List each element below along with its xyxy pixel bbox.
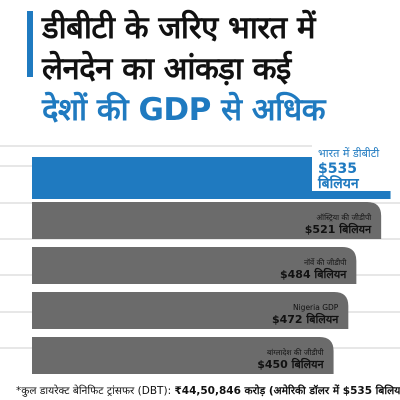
headline: डीबीटी के जरिए भारत में लेनदेन का आंकड़ा… — [0, 0, 400, 135]
bar-category-label: नॉर्वे की जीडीपी — [304, 258, 347, 267]
bar-3 — [32, 247, 357, 284]
chart-bars — [32, 145, 400, 374]
headline-line-1: डीबीटी के जरिए भारत में — [42, 10, 316, 46]
headline-accent-bar — [27, 11, 33, 77]
bar-category-label: ऑस्ट्रिया की जीडीपी — [316, 213, 372, 222]
chart-labels: भारत में डीबीटी$535 ऑस्ट्रिया की जीडीपी$5… — [257, 147, 379, 371]
bar-5 — [32, 337, 334, 374]
highlight-label-card — [312, 145, 400, 191]
bar-value-label: $472 बिलियन — [272, 312, 339, 326]
bar-value-label: $521 बिलियन — [305, 222, 372, 236]
dbt-vs-gdp-bar-chart: भारत में डीबीटी$535 ऑस्ट्रिया की जीडीपी$5… — [0, 145, 400, 374]
bar-4 — [32, 292, 349, 329]
footnote-prefix: *कुल डायरेक्ट बेनिफिट ट्रांसफर (DBT): — [16, 385, 175, 397]
footnote-total: ₹44,50,846 करोड़ (अमेरिकी डॉलर में $535 … — [174, 385, 400, 397]
bar-value-unit-label: बिलियन — [317, 175, 360, 192]
footnote: *कुल डायरेक्ट बेनिफिट ट्रांसफर (DBT): ₹4… — [16, 384, 400, 400]
bar-value-label: $535 — [318, 161, 357, 177]
headline-line-2: लेनदेन का आंकड़ा कई — [42, 51, 291, 87]
bar-category-label: भारत में डीबीटी — [318, 147, 379, 160]
bar-1 — [32, 157, 391, 199]
headline-line-3: देशों की GDP से अधिक — [42, 92, 326, 128]
bar-value-label: $484 बिलियन — [280, 267, 347, 281]
bar-value-label: $450 बिलियन — [257, 357, 324, 371]
bar-category-label: Nigeria GDP — [293, 303, 339, 312]
bar-2 — [32, 202, 382, 239]
bar-category-label: बांग्लादेश की जीडीपी — [267, 348, 325, 357]
